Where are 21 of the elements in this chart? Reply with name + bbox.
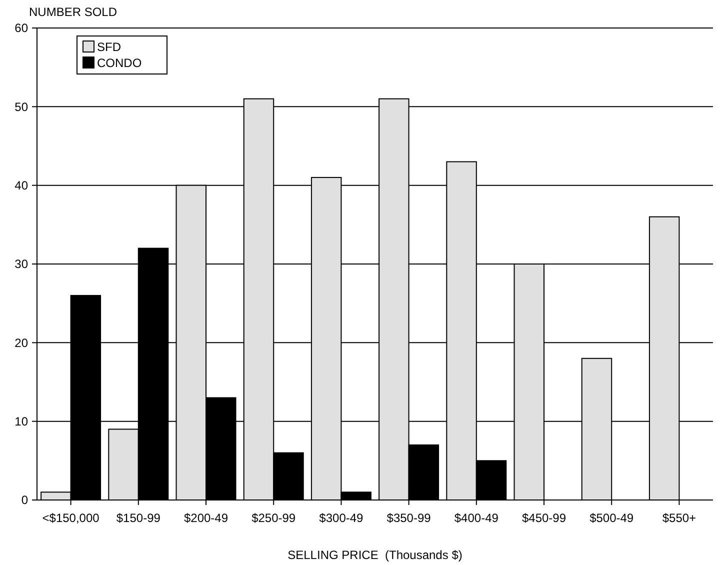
y-tick-label: 60	[14, 21, 28, 36]
x-tick-label: $450-99	[522, 511, 566, 525]
x-tick-label: $400-49	[454, 511, 499, 525]
x-tick-label: $250-99	[252, 511, 296, 525]
y-tick-label: 10	[14, 414, 28, 429]
y-tick-label: 40	[14, 178, 28, 193]
x-tick-label: $200-49	[184, 511, 228, 525]
x-tick-label: $500-49	[590, 511, 634, 525]
y-tick-label: 30	[14, 257, 28, 272]
legend-label: SFD	[97, 40, 122, 54]
x-tick-label: $300-49	[319, 511, 364, 525]
x-tick-label: $350-99	[386, 511, 432, 525]
y-tick-label: 20	[14, 336, 28, 350]
y-tick-label: 50	[14, 100, 28, 114]
x-tick-label: $550+	[662, 511, 696, 525]
x-axis-title: SELLING PRICE (Thousands $)	[288, 548, 462, 562]
y-axis-title: NUMBER SOLD	[29, 5, 118, 19]
legend-label: CONDO	[97, 56, 142, 70]
y-tick-label: 0	[21, 493, 28, 508]
x-tick-label: $150-99	[116, 511, 161, 525]
x-tick-label: <$150,000	[42, 511, 100, 525]
